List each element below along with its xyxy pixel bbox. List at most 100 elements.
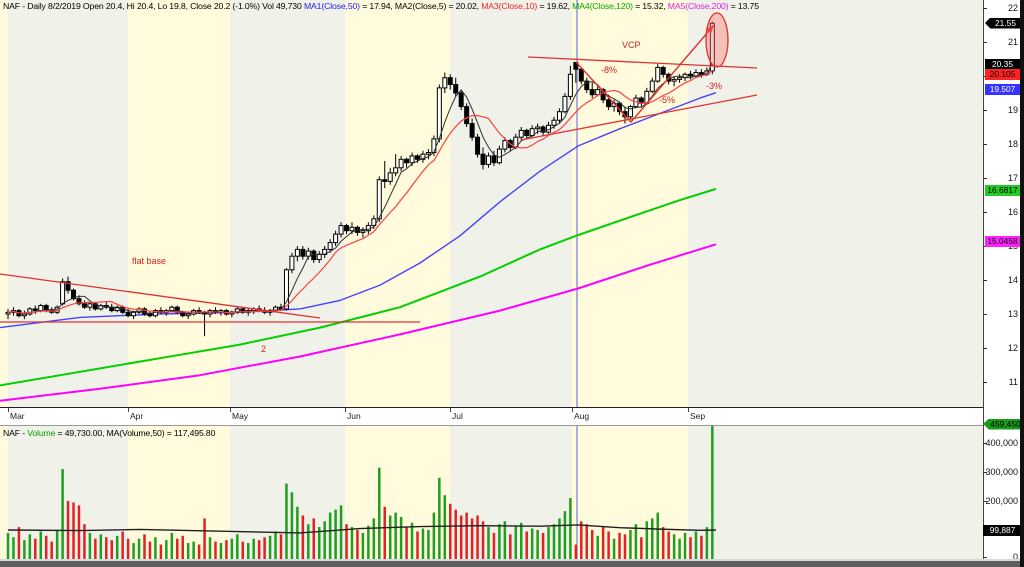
month-label: May [232,411,249,421]
price-tick-label: 16 [1007,207,1018,217]
volume-bar [640,537,643,559]
volume-bar [394,512,397,559]
volume-bar [547,527,550,559]
month-label: Aug [574,411,590,421]
candle-body [87,303,93,308]
volume-bar [569,498,572,559]
month-band [688,426,983,561]
volume-bar [192,541,195,559]
volume-bar [23,540,26,559]
price-plot[interactable] [0,0,983,407]
candle-body [289,255,295,271]
volume-bar [459,515,463,559]
volume-bar [50,541,53,559]
volume-bar [711,426,714,559]
annotation-text: VCP [622,40,641,50]
price-title-seg: = 19.62, [537,1,573,11]
candle-body [453,84,459,94]
volume-bar [421,528,425,559]
candle-body [382,179,388,182]
candle-body [485,155,491,165]
volume-bar [12,537,15,559]
volume-bar [634,524,638,559]
axis-badge: 99,887 [983,524,1022,536]
price-pane-title: NAF - Daily 8/2/2019 Open 20.4, Hi 20.4,… [3,1,759,11]
month-tick-mark [230,408,231,412]
price-tick-label: 17 [1007,173,1018,183]
volume-bar [607,531,610,559]
month-band [230,0,345,407]
volume-bar [110,540,113,559]
volume-tick-label: 200,000 [985,496,1018,506]
volume-bar [6,532,10,559]
volume-bar [121,531,124,559]
volume-bar [667,531,670,559]
trendline[interactable] [520,94,758,141]
month-band [0,426,8,561]
volume-tick-mark [983,556,987,558]
highlight-ellipse[interactable] [705,12,729,68]
month-band [128,0,230,407]
volume-bar [563,511,567,559]
candle-body [420,153,426,160]
x-axis-strip[interactable] [0,407,983,426]
price-title-seg: MA5(Close,200) [667,1,729,11]
candle-body [21,313,27,317]
price-title-seg: NAF - Daily 8/2/2019 Open 20.4, Hi 20.4,… [3,1,304,11]
volume-tick-mark [983,471,987,473]
volume-bar [503,521,507,559]
candle-body [300,248,306,257]
price-tick-mark [983,381,987,383]
volume-bar [672,534,676,559]
candle-body [142,308,147,315]
candle-body [584,80,590,91]
annotation-text: -3% [706,81,723,91]
candle-body [376,179,382,220]
price-tick-mark [983,177,987,179]
volume-bar [339,505,343,559]
right-border-strip [1020,0,1024,567]
volume-bar [470,518,474,559]
trendline[interactable] [0,273,321,319]
candle-body [502,140,508,150]
candle-body [387,172,393,182]
candle-body [60,281,66,305]
candle-body [518,129,524,138]
volume-bar [197,544,201,559]
candle-body [114,306,120,312]
candle-body [365,225,371,232]
candle-body [475,136,481,155]
volume-bar [170,532,174,559]
month-label: Mar [10,411,25,421]
volume-bar [126,538,130,559]
month-tick-mark [8,408,9,412]
volume-bar [263,537,266,559]
candle-body [649,80,655,92]
candle-body [660,67,666,75]
candle-body [469,123,475,138]
candle-body [655,67,661,82]
price-tick-label: 14 [1007,275,1018,285]
volume-bar [629,530,632,559]
price-tick-label: 21 [1007,37,1018,47]
candle-body [398,158,404,169]
candle-body [458,92,464,108]
volume-bar [317,527,321,559]
volume-bar [541,532,545,559]
price-tick-mark [983,41,987,43]
candle-body [589,89,595,96]
candle-body [698,72,704,75]
volume-bar [208,537,212,559]
volume-bar [683,532,687,559]
price-tick-label: 11 [1008,377,1018,387]
volume-bar [388,515,392,559]
volume-bar [596,535,599,559]
volume-bar [443,495,447,559]
volume-bar [257,540,261,559]
candle-body [627,106,633,118]
volume-bar [350,527,354,559]
annotation-text: flat base [132,256,167,266]
volume-plot[interactable] [0,426,983,561]
price-tick-label: 18 [1007,139,1018,149]
